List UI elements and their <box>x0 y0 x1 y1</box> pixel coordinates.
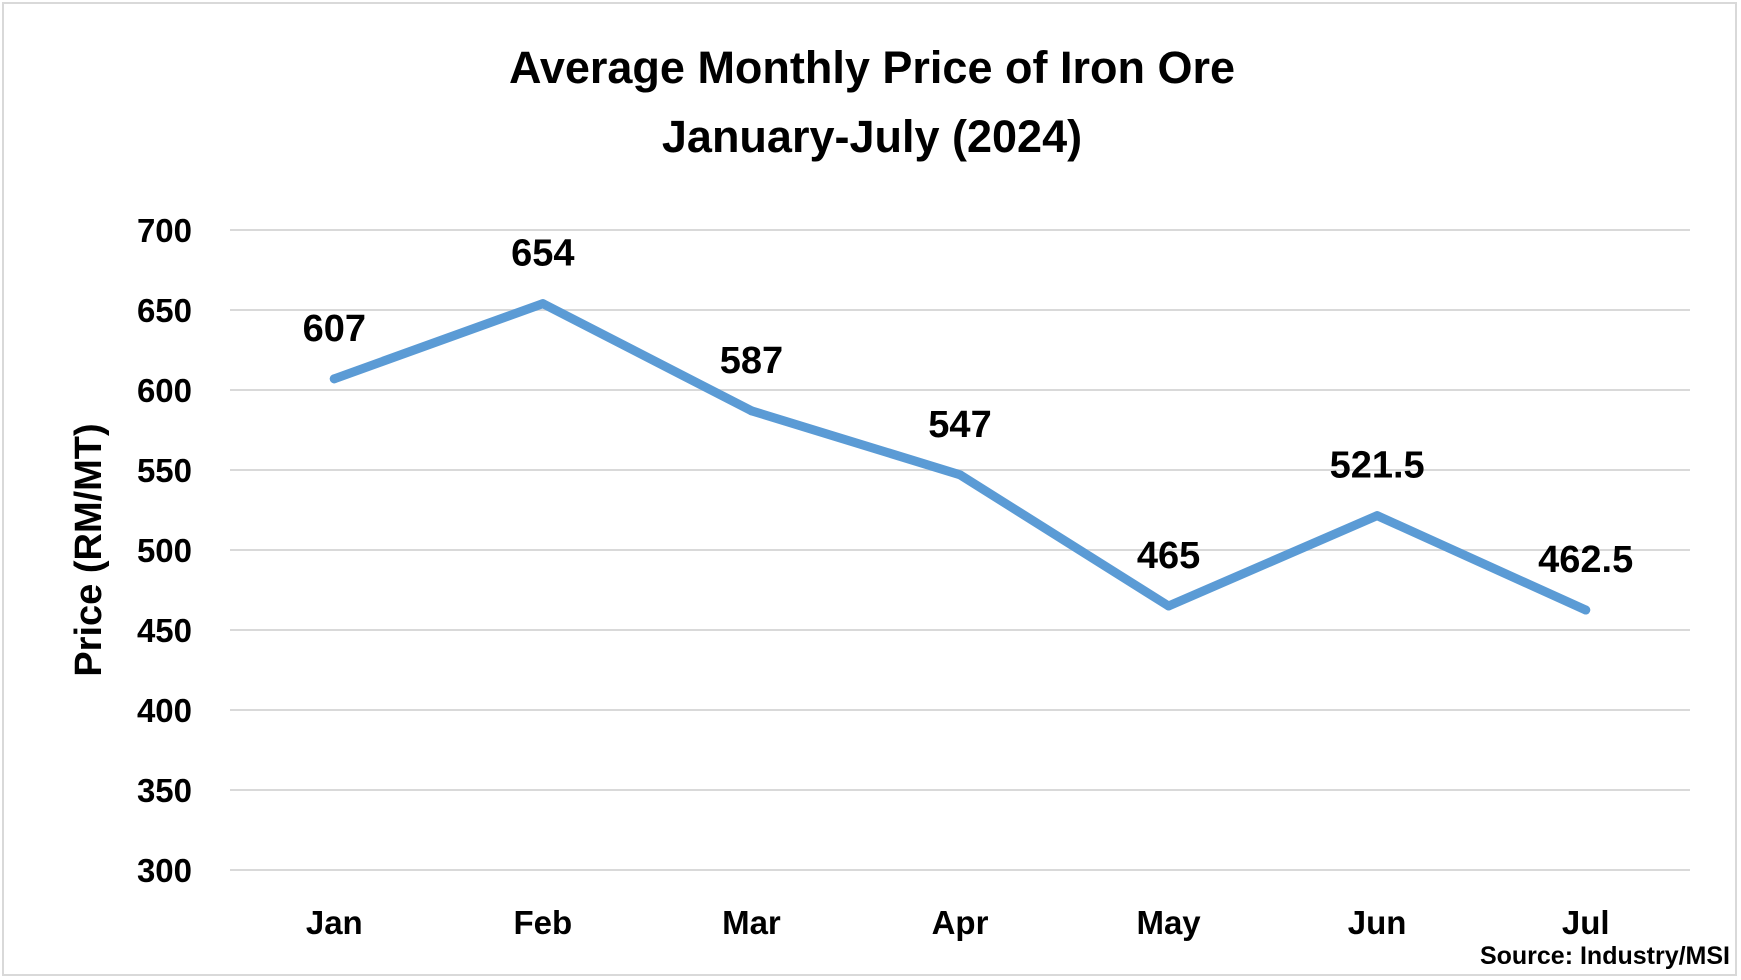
x-tick-label: Jul <box>1562 904 1610 941</box>
x-axis-ticks: Jan Feb Mar Apr May Jun Jul <box>306 904 1610 941</box>
chart-subtitle: January-July (2024) <box>662 111 1082 162</box>
data-point <box>746 406 756 416</box>
data-point <box>1581 605 1591 615</box>
y-tick-label: 300 <box>137 852 192 889</box>
data-label: 654 <box>511 233 574 275</box>
y-axis-ticks: 300 350 400 450 500 550 600 650 700 <box>137 212 192 889</box>
data-point <box>1372 511 1382 521</box>
y-tick-label: 650 <box>137 292 192 329</box>
x-tick-label: Mar <box>722 904 781 941</box>
y-tick-label: 350 <box>137 772 192 809</box>
data-label: 607 <box>303 308 366 350</box>
x-tick-label: May <box>1136 904 1201 941</box>
y-tick-label: 400 <box>137 692 192 729</box>
y-tick-label: 700 <box>137 212 192 249</box>
chart-title: Average Monthly Price of Iron Ore <box>509 42 1235 93</box>
y-tick-label: 500 <box>137 532 192 569</box>
data-label: 547 <box>928 404 991 446</box>
x-tick-label: Feb <box>514 904 573 941</box>
data-point <box>329 374 339 384</box>
x-tick-label: Apr <box>932 904 989 941</box>
data-point <box>1164 601 1174 611</box>
data-point <box>955 470 965 480</box>
y-axis-label: Price (RM/MT) <box>68 423 110 676</box>
x-tick-label: Jun <box>1348 904 1407 941</box>
data-label: 521.5 <box>1330 445 1425 487</box>
data-label: 587 <box>720 340 783 382</box>
series-group <box>329 299 1591 615</box>
data-labels: 607 654 587 547 465 521.5 462.5 <box>303 233 1634 581</box>
y-tick-label: 450 <box>137 612 192 649</box>
data-label: 462.5 <box>1538 539 1633 581</box>
data-label: 465 <box>1137 535 1200 577</box>
y-tick-label: 600 <box>137 372 192 409</box>
x-tick-label: Jan <box>306 904 363 941</box>
data-point <box>538 299 548 309</box>
gridlines <box>230 229 1690 871</box>
source-note: Source: Industry/MSI <box>1480 942 1730 970</box>
y-tick-label: 550 <box>137 452 192 489</box>
